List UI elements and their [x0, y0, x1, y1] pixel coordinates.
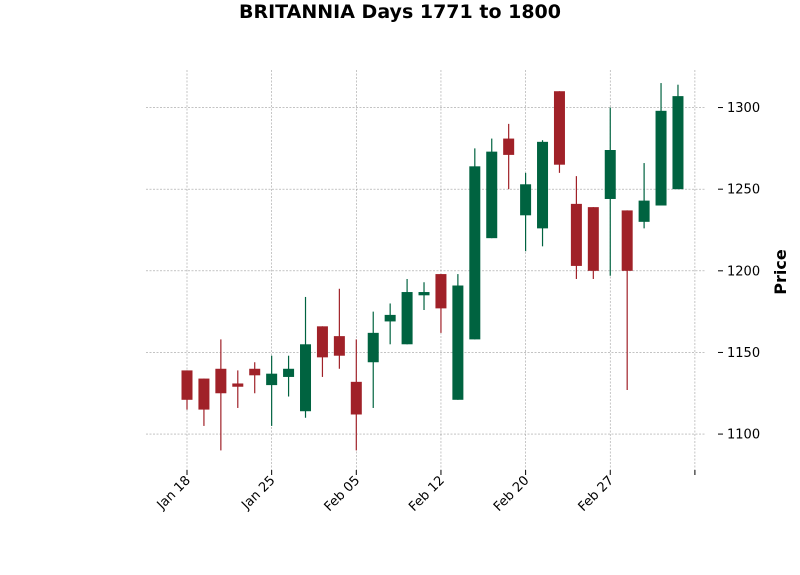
candle [638, 163, 650, 229]
candle-body-up [537, 141, 549, 229]
y-axis-label: Price [771, 249, 790, 295]
x-tick-label: Feb 27 [576, 473, 618, 515]
candle [333, 288, 345, 369]
x-tick-label: Feb 12 [406, 473, 448, 515]
candle [655, 83, 667, 206]
candle [266, 355, 278, 426]
candle-body-up [638, 200, 650, 222]
x-tick-label: Jan 18 [154, 473, 194, 513]
candle [418, 282, 430, 310]
candle [283, 355, 295, 397]
candle-body-up [469, 166, 481, 340]
candle-body-up [655, 110, 667, 206]
candle-body-down [198, 378, 210, 410]
candle-body-down [435, 274, 447, 309]
candle-body-up [401, 292, 413, 345]
candle [401, 278, 413, 345]
candle-body-down [181, 370, 193, 400]
candle [537, 140, 549, 247]
candle [435, 274, 447, 333]
candle-body-down [553, 91, 565, 165]
candle-body-down [621, 210, 633, 271]
candle-body-up [672, 96, 684, 190]
y-tick-label: 1300 [727, 101, 760, 116]
x-tick-label: Feb 05 [322, 473, 364, 515]
candle [215, 339, 227, 451]
y-tick-label: 1250 [727, 183, 760, 198]
candle-body-up [384, 314, 396, 322]
candle-body-up [520, 184, 532, 216]
candle-body-up [300, 344, 312, 412]
candle [486, 138, 498, 239]
candle [587, 207, 599, 279]
candle-body-down [333, 336, 345, 356]
candle [469, 148, 481, 340]
candle [249, 362, 261, 394]
candle [604, 107, 616, 276]
candle-body-down [350, 381, 362, 415]
y-tick-label: 1200 [727, 264, 760, 279]
candle-body-down [249, 368, 261, 376]
x-tick-label: Feb 20 [491, 473, 533, 515]
candle [672, 84, 684, 190]
candle [350, 339, 362, 451]
x-tick-label: Jan 25 [238, 473, 278, 513]
candle-body-up [418, 292, 430, 296]
candle [553, 91, 565, 173]
candle-body-down [570, 203, 582, 266]
candle [198, 378, 210, 426]
y-tick-label: 1100 [727, 428, 760, 443]
candle [300, 296, 312, 418]
candle-body-up [604, 150, 616, 199]
candle-body-up [266, 373, 278, 386]
candle [621, 210, 633, 390]
candle [384, 303, 396, 345]
candle-body-up [452, 285, 464, 400]
chart-title: BRITANNIA Days 1771 to 1800 [239, 1, 561, 23]
candle [452, 274, 464, 400]
candle [232, 370, 244, 408]
candle [367, 311, 379, 408]
candle [181, 370, 193, 410]
candle-body-down [215, 368, 227, 394]
candle-body-down [232, 383, 244, 387]
candle [520, 172, 532, 252]
candle-body-down [503, 138, 515, 155]
candle-body-up [486, 151, 498, 239]
candle-body-up [283, 368, 295, 377]
candle-body-up [367, 332, 379, 363]
candle [316, 326, 328, 377]
y-tick-label: 1150 [727, 346, 760, 361]
candle-body-down [587, 207, 599, 271]
candle-body-down [316, 326, 328, 358]
candle-layer [181, 83, 684, 451]
candle [570, 176, 582, 279]
candle [503, 123, 515, 190]
